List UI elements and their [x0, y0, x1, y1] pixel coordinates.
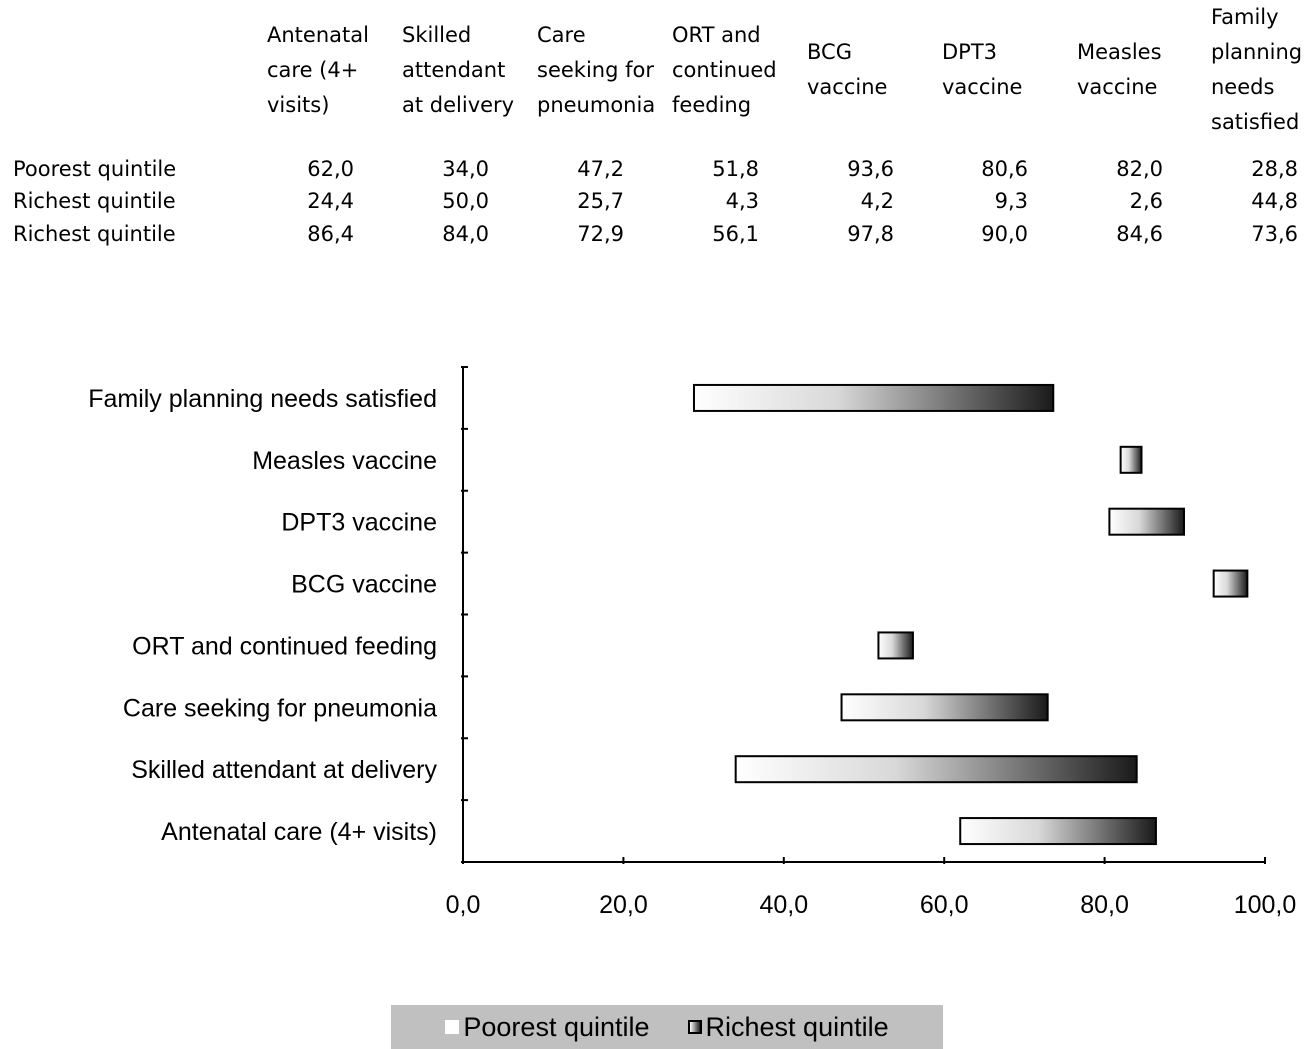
table-cell: 84,0 [442, 222, 489, 246]
bar-richest [692, 383, 1055, 412]
table-cell: 82,0 [1116, 157, 1163, 181]
category-label: Skilled attendant at delivery [131, 756, 437, 784]
bar-richest [1108, 507, 1185, 536]
category-label: ORT and continued feeding [132, 632, 437, 660]
row-label: Richest quintile [13, 189, 176, 213]
x-tick-label: 0,0 [446, 891, 481, 919]
bar-poorest [463, 818, 961, 845]
table-cell: 44,8 [1251, 189, 1298, 213]
x-tick-label: 20,0 [599, 891, 648, 919]
bar-richest [1212, 569, 1249, 598]
table-cell: 2,6 [1129, 189, 1163, 213]
category-label: Care seeking for pneumonia [123, 694, 437, 722]
bar-richest [734, 755, 1138, 784]
legend-swatch-richest [687, 1020, 702, 1034]
bar-poorest [463, 632, 879, 659]
column-header: BCG vaccine [807, 40, 888, 99]
category-label: DPT3 vaccine [281, 509, 437, 537]
bar-poorest [463, 384, 694, 411]
column-header: Care seeking for pneumonia [537, 22, 656, 117]
table-cell: 56,1 [712, 222, 759, 246]
column-header: Family planning needs satisfied [1211, 5, 1303, 134]
table-cell: 9,3 [994, 189, 1028, 213]
legend-label-richest: Richest quintile [705, 1011, 889, 1042]
table-cell: 80,6 [981, 157, 1028, 181]
table-cell: 28,8 [1251, 157, 1298, 181]
x-tick-label: 80,0 [1080, 891, 1129, 919]
table-cell: 34,0 [442, 157, 489, 181]
table-cell: 62,0 [307, 157, 354, 181]
legend: Poorest quintile Richest quintile [391, 1005, 943, 1049]
row-label: Poorest quintile [13, 157, 177, 181]
bar-poorest [463, 756, 736, 783]
legend-item-poorest: Poorest quintile [445, 1011, 650, 1043]
x-tick-label: 40,0 [759, 891, 808, 919]
bar-poorest [463, 694, 842, 721]
column-header: Antenatal care (4+ visits) [267, 22, 369, 117]
legend-swatch-poorest [445, 1020, 460, 1034]
table-cell: 86,4 [307, 222, 354, 246]
table-cell: 93,6 [847, 157, 894, 181]
table-cell: 97,8 [847, 222, 894, 246]
table-cell: 25,7 [577, 189, 624, 213]
bar-richest [1119, 445, 1143, 474]
table-cell: 47,2 [577, 157, 624, 181]
table-cell: 50,0 [442, 189, 489, 213]
bar-richest [840, 693, 1049, 722]
x-tick-label: 100,0 [1234, 891, 1297, 919]
table-cell: 73,6 [1251, 222, 1298, 246]
category-label: Measles vaccine [252, 447, 437, 475]
bar-richest [959, 817, 1157, 846]
table-cell: 72,9 [577, 222, 624, 246]
table-cell: 24,4 [307, 189, 354, 213]
column-header: Measles vaccine [1077, 40, 1162, 99]
range-bar-chart: Antenatal care (4+ visits) Skilled attend… [88, 366, 1296, 919]
table-cell: 90,0 [981, 222, 1028, 246]
bar-poorest [463, 570, 1214, 597]
row-label: Richest quintile [13, 222, 176, 246]
legend-item-richest: Richest quintile [687, 1011, 889, 1043]
table-cell: 4,3 [725, 189, 759, 213]
table-cell: 4,2 [860, 189, 894, 213]
bars-group [463, 383, 1249, 846]
legend-label-poorest: Poorest quintile [463, 1011, 650, 1042]
bar-poorest [463, 446, 1121, 473]
table-cell: 84,6 [1116, 222, 1163, 246]
column-header: ORT and continued feeding [672, 22, 777, 117]
data-table: Antenatal care (4+ visits) Skilled atten… [0, 0, 1309, 260]
x-tick-label: 60,0 [920, 891, 969, 919]
category-label: Family planning needs satisfied [88, 385, 437, 413]
category-label: Antenatal care (4+ visits) [161, 818, 437, 846]
bar-richest [877, 631, 914, 660]
table-cell: 51,8 [712, 157, 759, 181]
column-header: Skilled attendant at delivery [402, 22, 515, 117]
axes-group [461, 366, 1266, 864]
bar-poorest [463, 508, 1110, 535]
labels-group: Antenatal care (4+ visits) Skilled attend… [88, 385, 1296, 919]
column-header: DPT3 vaccine [942, 40, 1023, 99]
category-label: BCG vaccine [291, 571, 437, 599]
